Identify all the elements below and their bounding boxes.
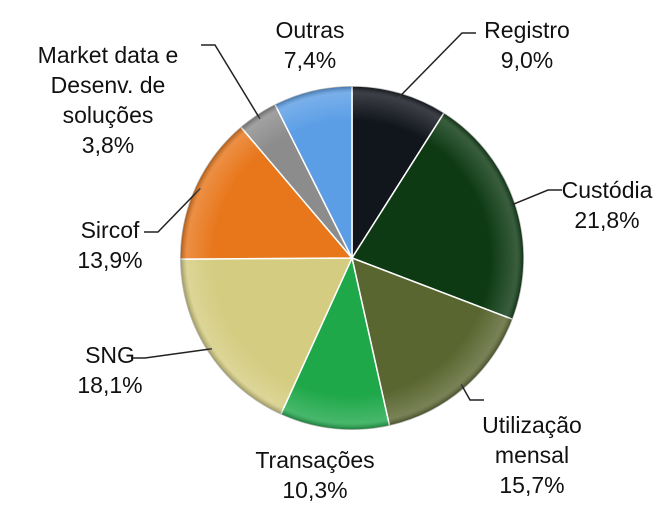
category-label: Transações [255, 447, 375, 473]
slice-label: Utilização mensal 15,7% [457, 410, 607, 500]
category-label: Sircof [80, 217, 140, 243]
value-label: 10,3% [282, 477, 348, 503]
category-label: Registro [484, 17, 570, 43]
slice-label: Transações 10,3% [225, 445, 405, 505]
slice-label: SNG 18,1% [35, 340, 185, 400]
leader-line [398, 32, 476, 99]
slice-label: Outras 7,4% [235, 15, 385, 75]
value-label: 9,0% [500, 47, 554, 73]
value-label: 21,8% [574, 207, 640, 233]
slice-label: Sircof 13,9% [35, 215, 185, 275]
category-label: Utilização mensal [482, 412, 582, 468]
category-label: SNG [85, 342, 135, 368]
slice-label: Market data e Desenv. de soluções 3,8% [8, 40, 208, 160]
slice-label: Custódia 21,8% [542, 175, 668, 235]
slice-label: Registro 9,0% [452, 15, 602, 75]
value-label: 18,1% [77, 372, 143, 398]
value-label: 7,4% [283, 47, 337, 73]
category-label: Custódia [561, 177, 653, 203]
value-label: 13,9% [77, 247, 143, 273]
value-label: 3,8% [81, 132, 135, 158]
value-label: 15,7% [499, 472, 565, 498]
category-label: Market data e Desenv. de soluções [37, 42, 179, 128]
category-label: Outras [275, 17, 345, 43]
